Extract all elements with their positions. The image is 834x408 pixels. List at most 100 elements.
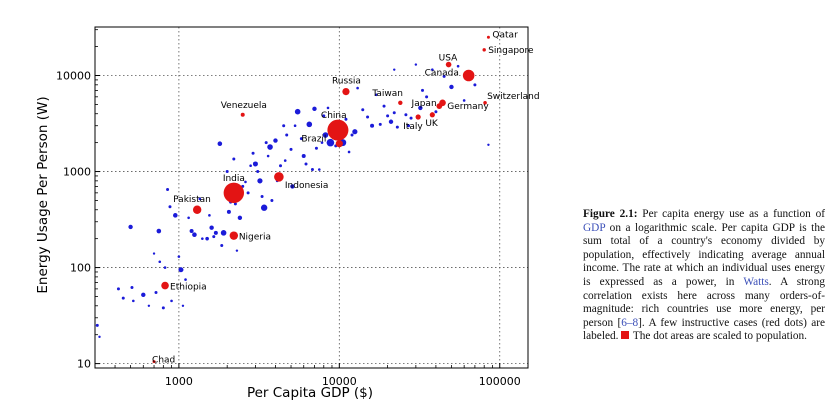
caption-text-3: . A strong correlation exists here acros…	[583, 275, 825, 329]
country-point	[314, 146, 318, 150]
country-point	[289, 147, 293, 151]
labeled-country-point	[398, 100, 403, 105]
country-point	[393, 68, 396, 71]
country-point	[293, 124, 297, 128]
y-axis-label: Energy Usage Per Person (W)	[35, 96, 51, 293]
country-point	[306, 121, 313, 128]
country-point	[407, 124, 411, 128]
x-tick-label: 10000	[322, 375, 357, 388]
labeled-country-point	[482, 48, 486, 52]
country-label: Indonesia	[285, 181, 329, 191]
country-point	[189, 229, 194, 234]
country-point	[322, 132, 329, 138]
country-point	[158, 260, 162, 264]
country-point	[317, 168, 321, 171]
country-point	[154, 291, 158, 295]
labeled-country-point	[483, 100, 487, 105]
country-point	[251, 151, 255, 155]
country-point	[388, 119, 394, 124]
energy-gdp-scatter-chart: Qatar Singapore USA Canada Russia Switzerland…	[35, 26, 540, 401]
country-point	[442, 74, 446, 78]
country-point	[273, 138, 278, 143]
country-point	[374, 93, 378, 97]
country-point	[233, 202, 237, 206]
country-point	[382, 104, 386, 108]
labeled-country-point	[462, 69, 475, 82]
watts-link[interactable]: Watts	[743, 275, 769, 288]
country-point	[418, 105, 423, 111]
country-point	[168, 205, 172, 209]
labeled-country-point	[436, 103, 443, 110]
country-point	[226, 209, 231, 214]
country-point	[220, 230, 227, 236]
country-point	[449, 84, 454, 90]
country-point	[409, 116, 413, 120]
y-tick-label: 10	[77, 358, 91, 371]
country-label: Italy	[403, 122, 423, 132]
country-point	[173, 213, 178, 218]
labeled-country-point	[415, 114, 421, 120]
country-point	[267, 144, 273, 150]
country-point	[246, 191, 250, 195]
labeled-country-point	[274, 172, 284, 182]
labeled-country-point	[161, 281, 169, 290]
country-label: Singapore	[488, 46, 534, 56]
country-point	[116, 287, 120, 291]
country-point	[285, 133, 289, 137]
country-label: Qatar	[492, 30, 518, 40]
country-point	[130, 286, 134, 290]
caption-text-5: The dot areas are scaled to population.	[630, 330, 807, 343]
country-point	[366, 115, 370, 119]
country-point	[225, 170, 229, 174]
country-point	[252, 161, 258, 167]
country-point	[361, 108, 365, 112]
country-point	[392, 111, 396, 115]
country-label: Nigeria	[239, 233, 271, 243]
country-point	[244, 180, 247, 184]
country-point	[187, 216, 190, 220]
labeled-country-point	[327, 119, 349, 141]
country-point	[378, 122, 382, 126]
grid-lines	[95, 27, 528, 368]
labeled-country-point	[240, 112, 245, 117]
country-label: USA	[439, 54, 458, 64]
country-point	[170, 299, 173, 303]
country-point	[326, 138, 335, 147]
country-label: Taiwan	[371, 89, 403, 99]
country-label: Ethiopia	[170, 283, 207, 293]
labeled-country-point	[445, 61, 452, 68]
country-point	[456, 64, 460, 68]
country-point	[141, 292, 146, 298]
y-tick-label: 100	[70, 262, 91, 275]
country-label: Brazil	[301, 135, 326, 145]
country-point	[257, 178, 263, 184]
labeled-country-point	[223, 182, 245, 204]
country-label: Switzerland	[487, 92, 540, 102]
caption-text-1: Per capita energy use as a function of	[637, 208, 825, 220]
country-point	[184, 278, 187, 281]
country-point	[270, 198, 274, 202]
country-point	[128, 224, 133, 230]
citation-link[interactable]: 6–8	[621, 316, 639, 329]
country-point	[217, 141, 223, 146]
country-point	[198, 197, 202, 201]
axis-ticks: 1000 10000 100000 10 100 1000 10000	[56, 29, 521, 388]
y-tick-label: 10000	[56, 70, 91, 83]
country-point	[220, 243, 224, 247]
country-point	[181, 304, 185, 307]
country-point	[404, 113, 408, 117]
country-point	[312, 106, 317, 112]
country-point	[201, 237, 204, 240]
country-point	[322, 114, 326, 118]
country-label: Canada	[425, 69, 459, 79]
country-point	[434, 110, 438, 114]
country-point	[209, 225, 214, 230]
country-point	[156, 228, 162, 234]
labeled-country-point	[486, 35, 490, 39]
country-point	[283, 159, 287, 162]
country-point	[163, 266, 167, 269]
country-label: Venezuela	[221, 101, 267, 111]
gdp-link[interactable]: GDP	[583, 221, 606, 234]
country-point	[235, 249, 239, 252]
labeled-country-point	[229, 231, 239, 240]
